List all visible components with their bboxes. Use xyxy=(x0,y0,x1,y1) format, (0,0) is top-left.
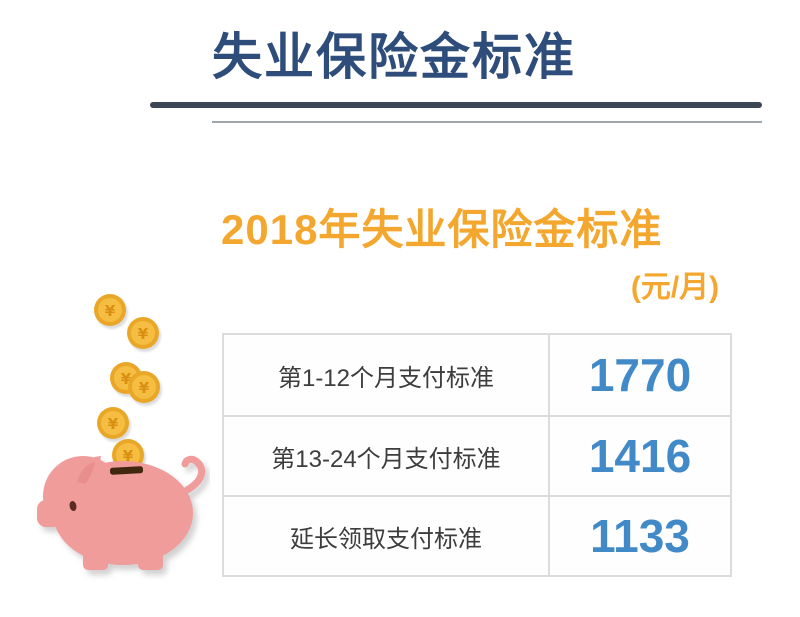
section-title: 2018年失业保险金标准 xyxy=(221,206,663,253)
table-row: 第13-24个月支付标准 1416 xyxy=(224,415,730,495)
piggy-bank-icon xyxy=(37,455,206,570)
row-value: 1133 xyxy=(590,510,690,562)
falling-coins: ¥ ¥ ¥ ¥ ¥ xyxy=(94,294,160,471)
yuan-symbol: ¥ xyxy=(123,447,134,465)
title-divider-thin xyxy=(212,121,762,123)
coin-icon: ¥ xyxy=(94,294,126,326)
piggy-bank-illustration: ¥ ¥ ¥ ¥ ¥ xyxy=(37,294,206,570)
row-label: 延长领取支付标准 xyxy=(224,497,550,575)
table-row: 第1-12个月支付标准 1770 xyxy=(224,335,730,415)
coin-icon: ¥ xyxy=(97,407,129,439)
page-title: 失业保险金标准 xyxy=(212,29,576,85)
coin-icon: ¥ xyxy=(128,371,160,403)
benefits-table: 第1-12个月支付标准 1770 第13-24个月支付标准 1416 延长领取支… xyxy=(222,333,732,577)
title-divider-thick xyxy=(150,102,762,108)
row-label: 第13-24个月支付标准 xyxy=(224,417,550,495)
yuan-symbol: ¥ xyxy=(121,370,132,388)
yuan-symbol: ¥ xyxy=(138,325,149,343)
coin-icon: ¥ xyxy=(127,317,159,349)
unit-label: (元/月) xyxy=(630,271,720,304)
row-value: 1770 xyxy=(588,349,692,401)
yuan-symbol: ¥ xyxy=(108,415,119,433)
row-value: 1416 xyxy=(588,430,692,482)
yuan-symbol: ¥ xyxy=(139,379,150,397)
row-label: 第1-12个月支付标准 xyxy=(224,335,550,415)
yuan-symbol: ¥ xyxy=(105,302,116,320)
table-row: 延长领取支付标准 1133 xyxy=(224,495,730,575)
